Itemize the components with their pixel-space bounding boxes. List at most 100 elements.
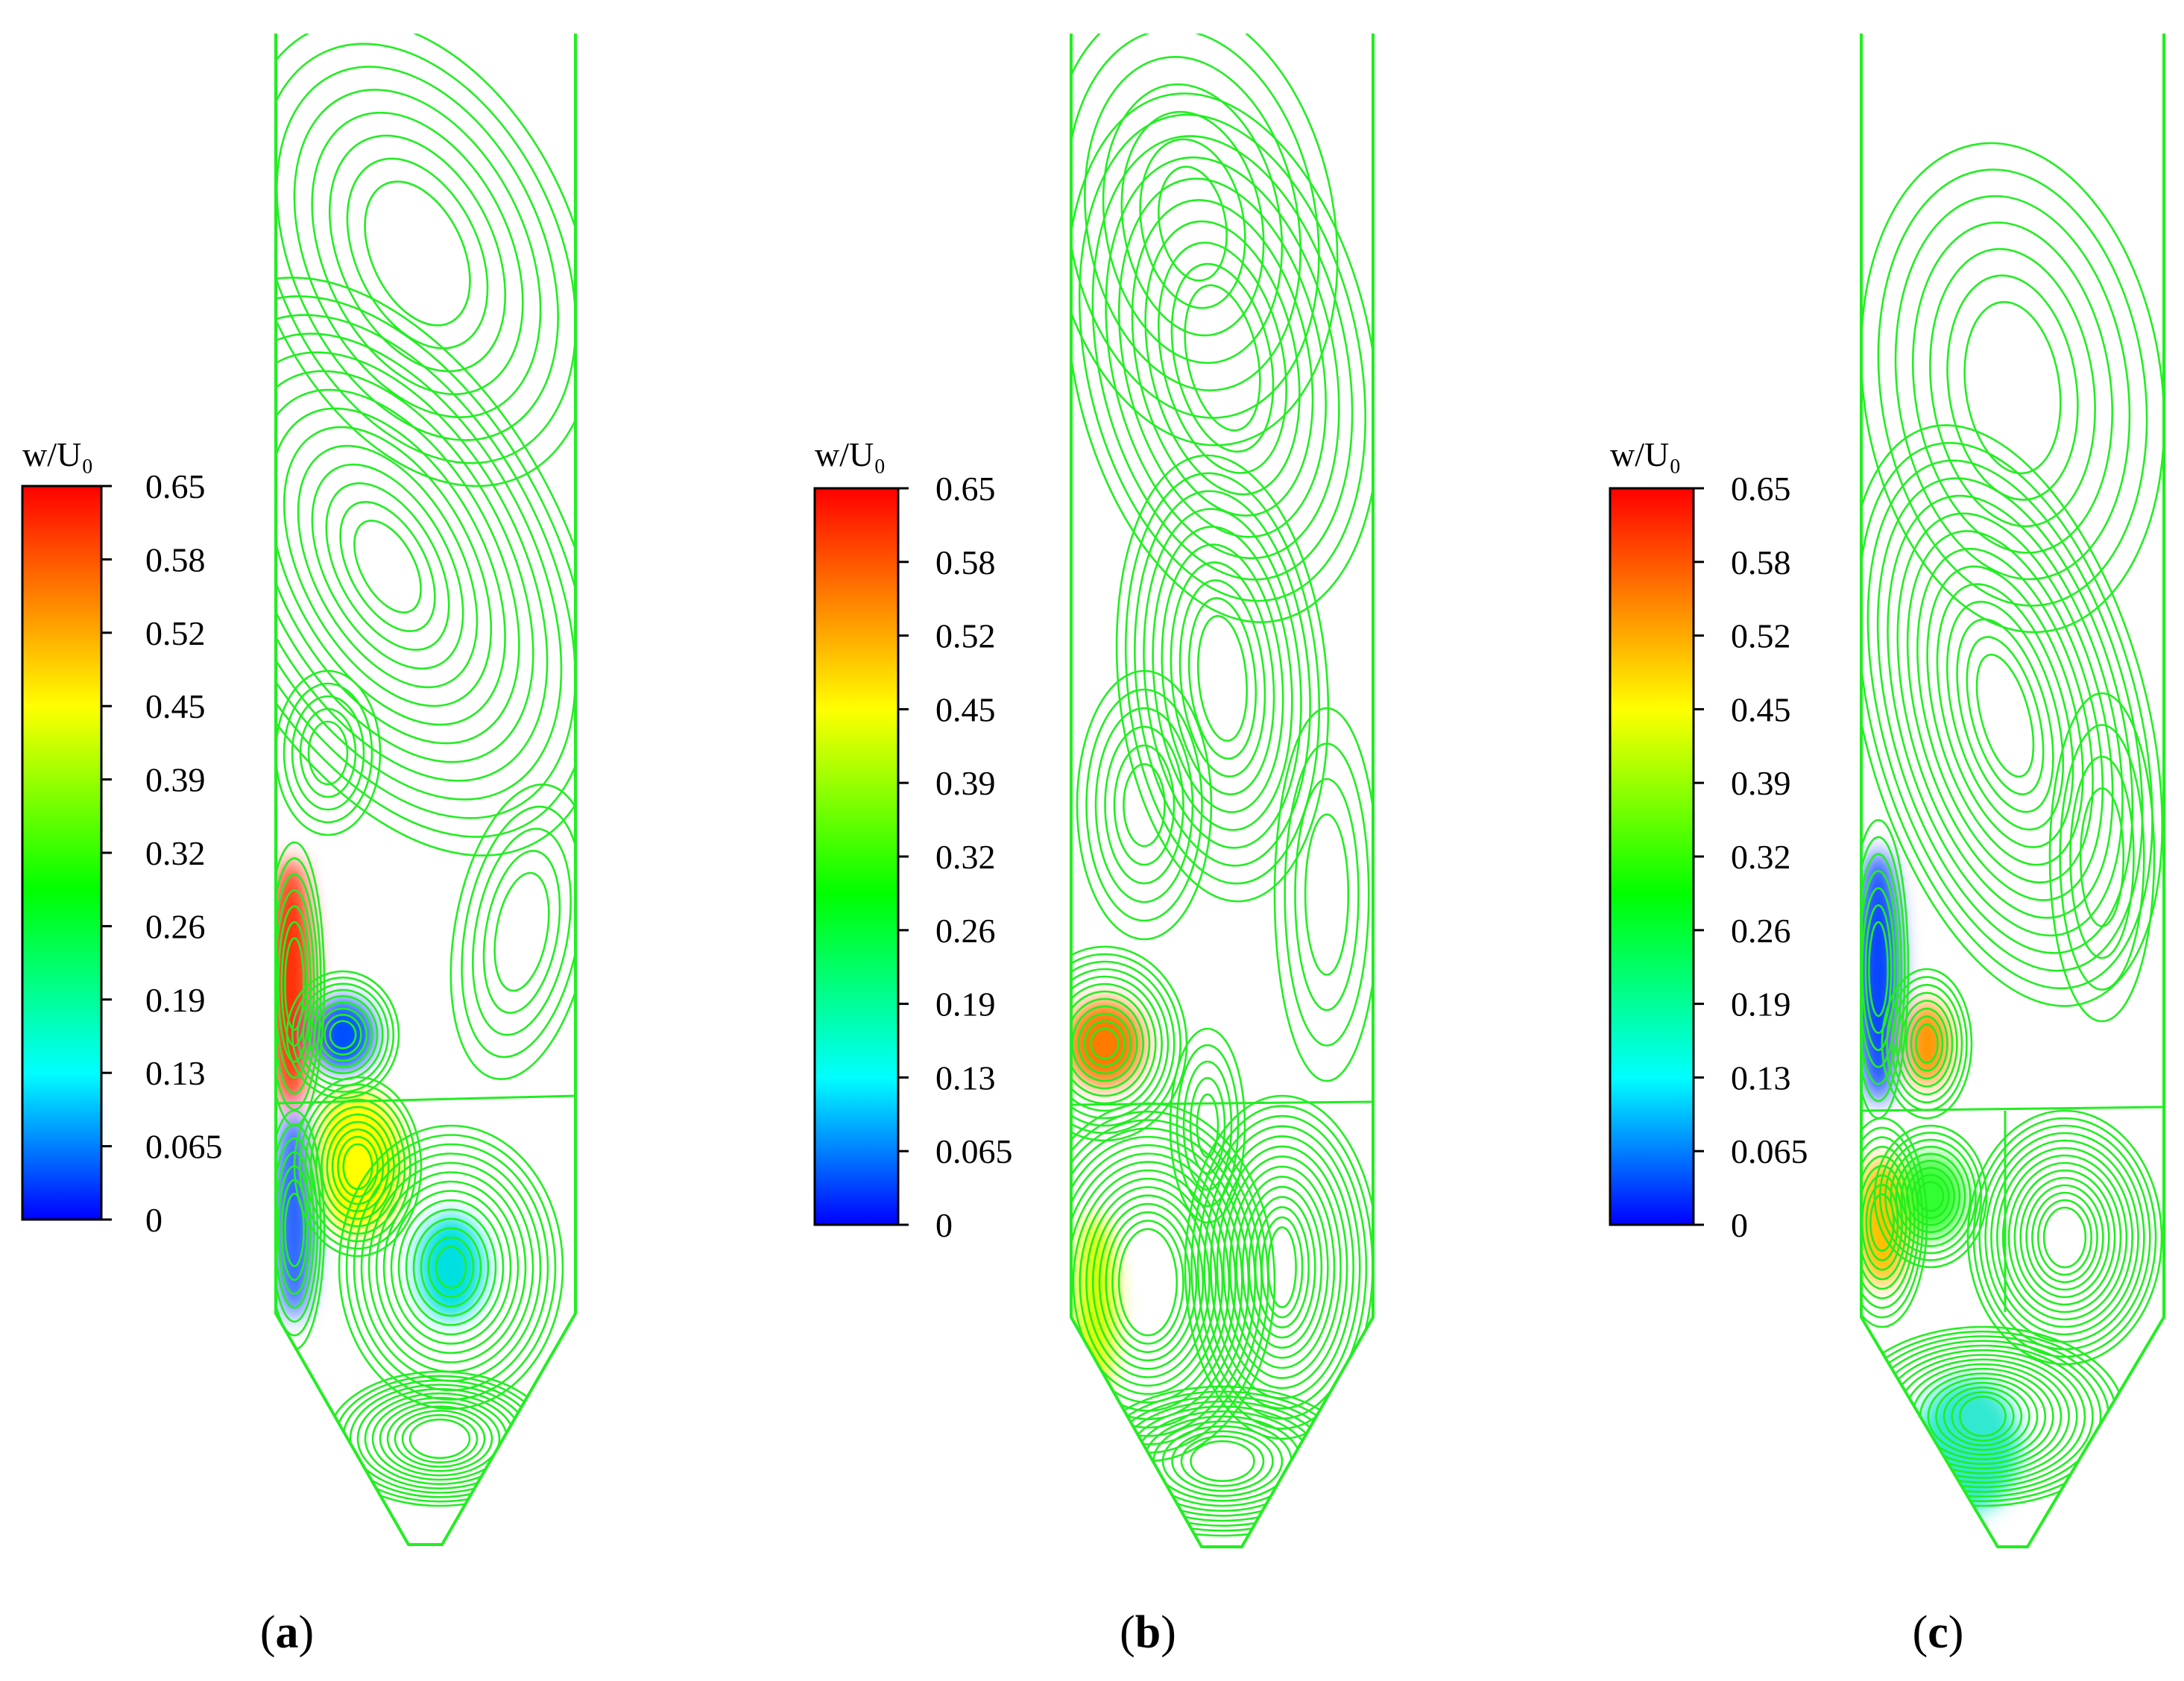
contour-line <box>2079 787 2125 927</box>
contour-line <box>1956 618 2054 813</box>
contour-line <box>356 1388 523 1490</box>
contour-line <box>2001 1154 2128 1321</box>
contour-line <box>326 1370 553 1507</box>
contour-line <box>1916 1181 1945 1212</box>
contour-line <box>382 1180 520 1354</box>
contour-line <box>1926 565 2084 866</box>
hotspot <box>1071 1000 1143 1087</box>
contour-line <box>1869 1193 1895 1252</box>
contour-line <box>1861 1164 1907 1281</box>
contour-line <box>1161 1425 1284 1498</box>
contour-line <box>283 426 493 707</box>
contour-line <box>1143 1415 1302 1507</box>
contour-line <box>1861 853 1903 1085</box>
colorbar-tick-label: 0.065 <box>1731 1132 1808 1170</box>
contour-line <box>276 1137 319 1323</box>
contour-line <box>1966 1109 2163 1366</box>
colorbar-tick-label: 0.26 <box>145 907 206 945</box>
colorbar-a: w/U₀ 0.65 0.58 0.52 0.45 0.39 0.32 0.26 0.19 0.1… <box>21 435 223 1239</box>
contour-line <box>1091 1194 1205 1370</box>
contour-line <box>1071 990 1151 1097</box>
contour-line <box>1113 744 1175 866</box>
contour-line <box>1304 813 1350 976</box>
contour-line <box>1876 477 2134 954</box>
contour-line <box>1861 441 2153 990</box>
colorbar-c: w/U₀ 0.65 0.58 0.52 0.45 0.39 0.32 0.26 0.19 0.1… <box>1609 435 1808 1244</box>
contour-line <box>1900 1000 1954 1088</box>
contour-line <box>1182 1060 1233 1191</box>
colorbar-tick-label: 0.52 <box>1731 617 1791 655</box>
contour-line <box>307 720 349 786</box>
contour-line <box>307 995 379 1075</box>
colorbar-tick-label: 0 <box>145 1201 162 1239</box>
hotspot <box>1861 850 1899 1103</box>
contour-line <box>1222 1155 1342 1379</box>
contour-line <box>1861 424 2164 1007</box>
colorbar-tick-label: 0.39 <box>1731 764 1791 802</box>
contour-line <box>401 1414 479 1464</box>
contour-line <box>1966 636 2045 795</box>
colorbar-tick-label: 0.65 <box>935 470 996 508</box>
contour-line <box>1861 1136 1920 1309</box>
contour-line <box>276 277 575 857</box>
contour-line <box>1117 177 1328 538</box>
contour-field-b <box>1070 34 1375 1548</box>
panel-label: (b) <box>1120 1607 1176 1658</box>
contour-line <box>276 407 506 726</box>
contour-line <box>405 1208 497 1326</box>
contour-line <box>1894 195 2131 581</box>
contour-line <box>1078 113 1367 602</box>
contour-line <box>1187 597 1257 760</box>
contour-line <box>326 1120 390 1213</box>
contour-line <box>1084 56 1301 391</box>
panel-label: (a) <box>260 1607 314 1658</box>
colorbar-tick-label: 0.13 <box>145 1054 206 1092</box>
contour-line <box>280 1179 309 1281</box>
colorbar-gradient <box>21 485 103 1221</box>
contour-line <box>2042 1206 2087 1269</box>
contour-line <box>1248 1196 1316 1339</box>
contour-line <box>339 501 436 632</box>
contour-line <box>1143 508 1302 849</box>
contour-line <box>394 1410 486 1468</box>
contour-line <box>284 1193 305 1267</box>
colorbar-title: w/U₀ <box>815 435 886 473</box>
contour-line <box>284 937 305 1031</box>
contour-line <box>1169 1027 1246 1224</box>
colorbar-ticks: 0.65 0.58 0.52 0.45 0.39 0.32 0.26 0.19 0.13 0.06… <box>101 467 223 1239</box>
contour-line <box>291 977 395 1094</box>
colorbar-tick-label: 0.52 <box>145 614 206 652</box>
contour-line <box>420 1227 482 1308</box>
colorbar-tick-label: 0.19 <box>1731 985 1791 1024</box>
hotspot <box>312 999 374 1070</box>
contour-line <box>329 1020 357 1050</box>
contour-line <box>1916 547 2094 884</box>
contour-line <box>312 1001 373 1068</box>
contour-line <box>1861 142 2164 634</box>
contour-line <box>1878 1132 1983 1261</box>
contour-line <box>435 1246 467 1289</box>
contour-line <box>1184 284 1261 432</box>
contour-line <box>280 921 309 1047</box>
contour-line <box>1131 199 1314 517</box>
contour-line <box>1945 600 2065 831</box>
contour-line <box>1228 1165 1336 1369</box>
contour-line <box>1096 1390 1348 1532</box>
colorbar-tick-label: 0.26 <box>935 912 996 950</box>
contour-line <box>1115 1400 1330 1522</box>
contour-line <box>1911 1173 1950 1220</box>
colorbar-tick-label: 0.13 <box>1731 1059 1791 1097</box>
contour-line <box>1915 1024 1939 1064</box>
contour-line <box>1104 725 1184 885</box>
contour-line <box>1861 1117 1928 1328</box>
contour-line <box>334 1375 546 1503</box>
contour-line <box>2037 1199 2093 1276</box>
vessel-outline <box>1860 34 2165 1548</box>
contour-line <box>1896 991 1958 1096</box>
contour-line <box>276 314 575 819</box>
contour-line <box>1935 1381 2030 1451</box>
contour-line <box>311 463 464 670</box>
contour-line <box>2031 1191 2098 1284</box>
contour-line <box>1170 262 1275 453</box>
colorbar-tick-label: 0.13 <box>935 1059 996 1097</box>
